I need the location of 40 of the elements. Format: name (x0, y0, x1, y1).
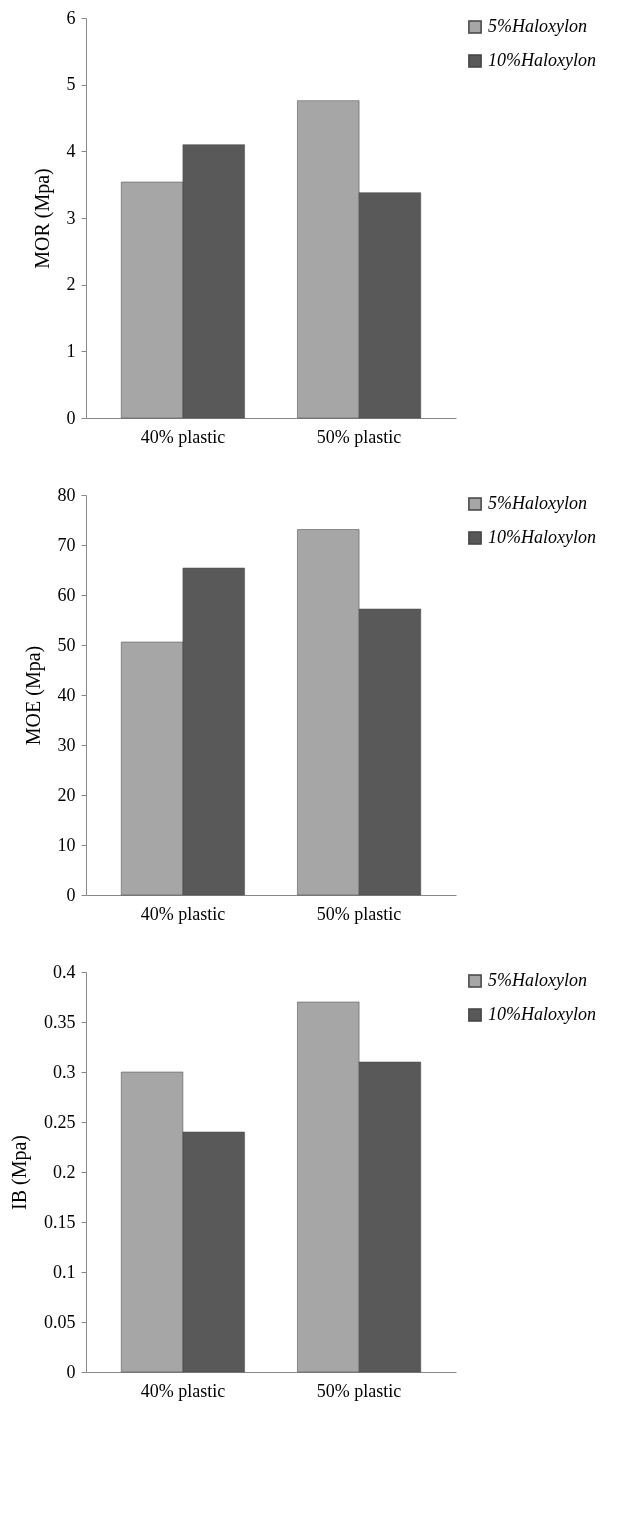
x-tick-label: 40% plastic (140, 426, 226, 447)
y-tick-label: 50 (57, 634, 76, 655)
y-tick-label: 0.15 (44, 1211, 76, 1232)
legend-label: 5%Haloxylon (488, 16, 587, 36)
y-tick-label: 20 (57, 784, 76, 805)
y-tick-label: 0.3 (53, 1061, 76, 1082)
y-axis-title: IB (Mpa) (8, 1135, 31, 1210)
legend-label: 10%Haloxylon (488, 527, 596, 547)
y-tick-label: 40 (57, 684, 76, 705)
legend-label: 5%Haloxylon (488, 493, 587, 513)
y-tick-label: 3 (66, 207, 76, 228)
y-tick-label: 70 (57, 534, 76, 555)
y-tick-label: 10 (57, 834, 76, 855)
y-tick-label: 1 (66, 340, 76, 361)
y-tick-label: 0.05 (44, 1311, 76, 1332)
y-tick-label: 0 (66, 884, 76, 905)
x-tick-label: 50% plastic (316, 1380, 402, 1401)
y-tick-label: 0.25 (44, 1111, 76, 1132)
y-tick-label: 6 (66, 7, 76, 28)
y-tick-label: 80 (57, 484, 76, 505)
legend-label: 10%Haloxylon (488, 50, 596, 70)
y-tick-label: 0 (66, 407, 76, 428)
x-tick-label: 50% plastic (316, 903, 402, 924)
y-tick-label: 2 (66, 274, 76, 295)
legend-label: 10%Haloxylon (488, 1004, 596, 1024)
x-tick-label: 40% plastic (140, 1380, 226, 1401)
y-tick-label: 5 (66, 74, 76, 95)
x-tick-label: 50% plastic (316, 426, 402, 447)
y-tick-label: 60 (57, 584, 76, 605)
y-tick-label: 0.2 (53, 1161, 76, 1182)
y-tick-label: 0.1 (53, 1261, 76, 1282)
y-tick-label: 4 (66, 140, 76, 161)
y-axis-title: MOR (Mpa) (30, 168, 54, 269)
y-tick-label: 30 (57, 734, 76, 755)
y-tick-label: 0.35 (44, 1011, 76, 1032)
y-tick-label: 0.4 (53, 961, 76, 982)
y-axis-title: MOE (Mpa) (21, 645, 45, 746)
y-tick-label: 0 (66, 1361, 76, 1382)
x-tick-label: 40% plastic (140, 903, 226, 924)
legend-label: 5%Haloxylon (488, 970, 587, 990)
